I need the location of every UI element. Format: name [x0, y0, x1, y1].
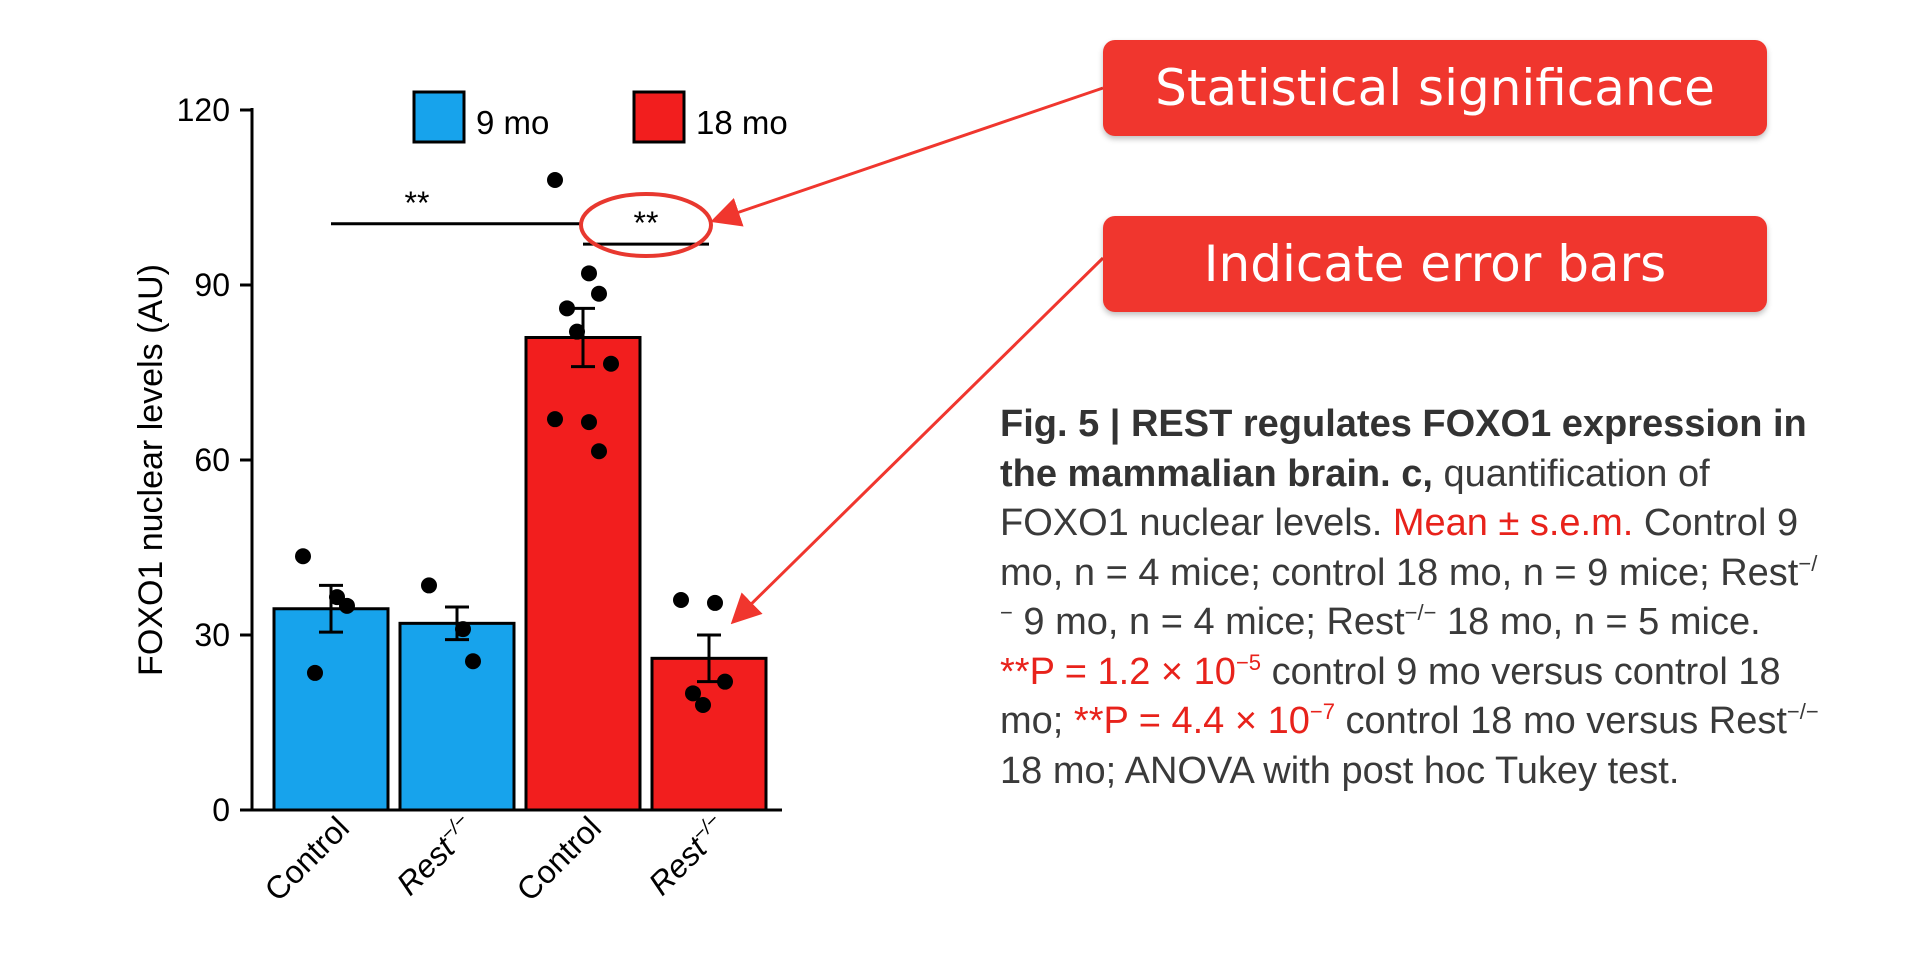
data-point — [547, 172, 563, 188]
caption-title: Fig. 5 | REST regulates FOXO1 expression… — [1000, 403, 1807, 495]
y-tick-label: 120 — [177, 92, 230, 128]
bar — [524, 336, 642, 812]
callout-statistical-significance: Statistical significance — [1103, 40, 1767, 136]
data-point — [591, 285, 607, 302]
data-point — [465, 653, 481, 670]
data-point — [603, 355, 619, 372]
x-tick-label: Rest−/− — [390, 809, 482, 901]
figure-caption: Fig. 5 | REST regulates FOXO1 expression… — [1000, 400, 1820, 796]
data-point — [685, 685, 701, 702]
caption-text-2: Control 9 mo, n = 4 mice; control 18 mo,… — [1000, 502, 1799, 594]
caption-pvalue-1-text: **P = 1.2 × 10 — [1000, 650, 1236, 693]
data-point — [307, 664, 323, 681]
caption-text-5: control 9 mo versus control 18 mo; — [1000, 650, 1781, 743]
arrow-to-significance — [710, 86, 1104, 227]
caption-superscript-2: −/− — [1404, 600, 1437, 625]
caption-superscript-3: −/− — [1786, 699, 1819, 724]
callout-statistical-significance-text: Statistical significance — [1155, 59, 1715, 117]
data-point — [569, 323, 585, 340]
caption-pvalue-1: **P = 1.2 × 10−5 — [1000, 651, 1261, 693]
legend-swatch — [632, 90, 686, 144]
data-point — [591, 443, 607, 460]
y-tick-label: 30 — [194, 617, 230, 653]
caption-superscript-1: −/− — [1000, 550, 1818, 625]
data-point — [339, 597, 355, 614]
caption-text-3: 9 mo, n = 4 mice; Rest — [1012, 601, 1405, 643]
y-tick-label: 0 — [212, 792, 230, 828]
callout-error-bars: Indicate error bars — [1103, 216, 1767, 312]
data-point — [295, 548, 311, 565]
data-point — [581, 265, 597, 282]
data-point — [717, 673, 733, 690]
y-tick-label: 60 — [194, 442, 230, 478]
caption-pvalue-1-exponent: −5 — [1235, 649, 1262, 675]
caption-text-7: 18 mo; ANOVA with post hoc Tukey test. — [1000, 749, 1680, 792]
significance-label: ** — [405, 185, 430, 221]
caption-pvalue-2-exponent: −7 — [1309, 699, 1335, 724]
caption-text-1: quantification of FOXO1 nuclear levels. — [1000, 452, 1710, 545]
caption-pvalue-2: **P = 4.4 × 10−7 — [1074, 700, 1335, 742]
legend-swatch — [412, 90, 466, 144]
data-point — [581, 414, 597, 431]
data-point — [673, 592, 689, 608]
y-tick-label: 90 — [194, 267, 230, 303]
bar — [272, 607, 390, 812]
significance-label: ** — [634, 205, 659, 241]
arrow-to-error-bar — [730, 256, 1105, 625]
legend-label-18mo: 18 mo — [696, 104, 788, 141]
x-tick-label: Rest−/− — [642, 809, 734, 901]
data-point — [707, 594, 723, 611]
caption-text-6: control 18 mo versus Rest — [1334, 700, 1787, 742]
legend-label-9mo: 9 mo — [476, 104, 549, 141]
y-axis-label: FOXO1 nuclear levels (AU) — [132, 264, 170, 676]
data-point — [559, 300, 575, 317]
caption-mean-sem: Mean ± s.e.m. — [1392, 502, 1634, 544]
data-point — [455, 621, 471, 638]
caption-text-4: 18 mo, n = 5 mice. — [1436, 601, 1761, 643]
data-point — [695, 697, 711, 713]
bar — [650, 656, 768, 812]
callout-error-bars-text: Indicate error bars — [1203, 235, 1667, 293]
bar — [398, 621, 516, 812]
x-tick-label: Control — [258, 809, 356, 907]
caption-pvalue-2-text: **P = 4.4 × 10 — [1073, 700, 1310, 742]
data-point — [421, 577, 437, 594]
x-tick-label: Control — [510, 809, 608, 907]
data-point — [547, 411, 563, 428]
